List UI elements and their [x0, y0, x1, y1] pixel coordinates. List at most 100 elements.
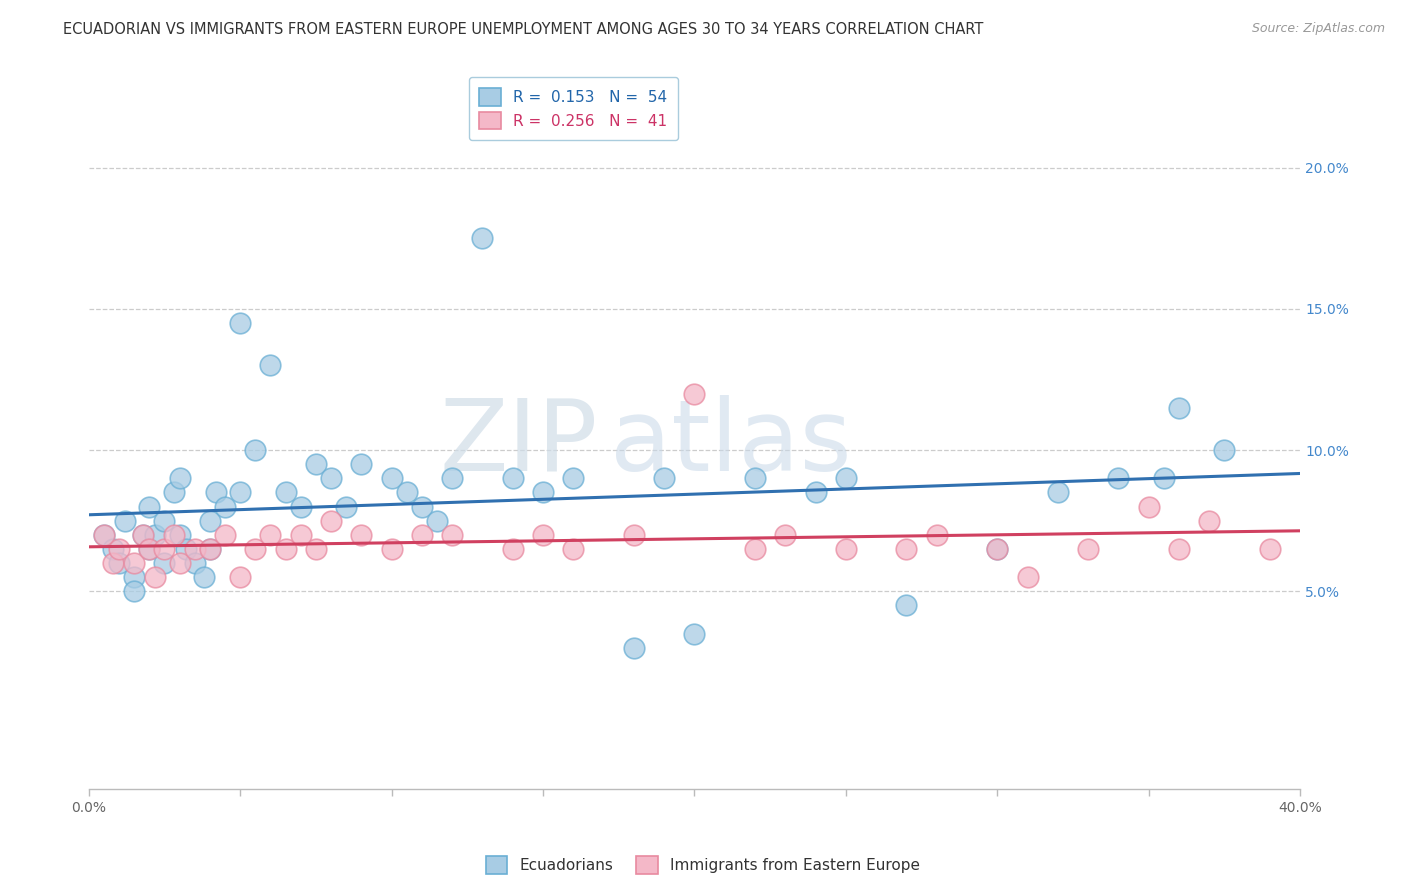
Point: [426, 514, 449, 528]
Point: [162, 527, 184, 541]
Point: [744, 541, 766, 556]
Point: [114, 514, 136, 528]
Point: [502, 471, 524, 485]
Point: [835, 471, 858, 485]
Point: [1153, 471, 1175, 485]
Point: [305, 457, 328, 471]
Legend: R =  0.153   N =  54, R =  0.256   N =  41: R = 0.153 N = 54, R = 0.256 N = 41: [468, 78, 678, 140]
Point: [169, 556, 191, 570]
Point: [835, 541, 858, 556]
Point: [93, 527, 115, 541]
Text: ECUADORIAN VS IMMIGRANTS FROM EASTERN EUROPE UNEMPLOYMENT AMONG AGES 30 TO 34 YE: ECUADORIAN VS IMMIGRANTS FROM EASTERN EU…: [63, 22, 984, 37]
Point: [1198, 514, 1220, 528]
Point: [411, 527, 433, 541]
Point: [153, 514, 176, 528]
Point: [132, 527, 155, 541]
Point: [274, 541, 297, 556]
Point: [652, 471, 675, 485]
Point: [138, 541, 160, 556]
Point: [411, 500, 433, 514]
Point: [381, 541, 404, 556]
Legend: Ecuadorians, Immigrants from Eastern Europe: Ecuadorians, Immigrants from Eastern Eur…: [479, 850, 927, 880]
Point: [319, 471, 342, 485]
Point: [245, 541, 267, 556]
Point: [562, 471, 585, 485]
Text: Source: ZipAtlas.com: Source: ZipAtlas.com: [1251, 22, 1385, 36]
Point: [395, 485, 418, 500]
Point: [229, 316, 252, 330]
Point: [205, 485, 228, 500]
Point: [350, 457, 373, 471]
Point: [184, 556, 207, 570]
Text: ZIP: ZIP: [439, 394, 598, 491]
Point: [896, 541, 918, 556]
Point: [93, 527, 115, 541]
Point: [683, 626, 706, 640]
Point: [169, 471, 191, 485]
Point: [1017, 570, 1039, 584]
Point: [198, 541, 221, 556]
Point: [229, 485, 252, 500]
Point: [925, 527, 948, 541]
Point: [153, 556, 176, 570]
Point: [169, 527, 191, 541]
Point: [122, 556, 145, 570]
Point: [259, 527, 281, 541]
Point: [274, 485, 297, 500]
Point: [623, 527, 645, 541]
Point: [350, 527, 373, 541]
Point: [153, 541, 176, 556]
Point: [193, 570, 215, 584]
Point: [198, 541, 221, 556]
Point: [184, 541, 207, 556]
Point: [1168, 401, 1191, 415]
Point: [896, 599, 918, 613]
Point: [145, 570, 167, 584]
Point: [101, 541, 124, 556]
Point: [229, 570, 252, 584]
Point: [214, 500, 236, 514]
Point: [471, 231, 494, 245]
Point: [1213, 443, 1236, 458]
Point: [441, 527, 464, 541]
Point: [1077, 541, 1099, 556]
Point: [623, 640, 645, 655]
Point: [290, 500, 312, 514]
Point: [1107, 471, 1129, 485]
Point: [1258, 541, 1281, 556]
Point: [174, 541, 197, 556]
Point: [986, 541, 1008, 556]
Point: [562, 541, 585, 556]
Point: [145, 527, 167, 541]
Point: [744, 471, 766, 485]
Point: [381, 471, 404, 485]
Point: [122, 584, 145, 599]
Point: [198, 514, 221, 528]
Point: [122, 570, 145, 584]
Point: [162, 485, 184, 500]
Point: [108, 541, 131, 556]
Point: [214, 527, 236, 541]
Point: [245, 443, 267, 458]
Point: [441, 471, 464, 485]
Point: [531, 527, 554, 541]
Point: [531, 485, 554, 500]
Point: [1137, 500, 1160, 514]
Point: [804, 485, 827, 500]
Point: [502, 541, 524, 556]
Point: [259, 359, 281, 373]
Point: [290, 527, 312, 541]
Point: [683, 386, 706, 401]
Point: [1046, 485, 1069, 500]
Point: [138, 500, 160, 514]
Point: [101, 556, 124, 570]
Point: [305, 541, 328, 556]
Point: [138, 541, 160, 556]
Point: [775, 527, 797, 541]
Point: [108, 556, 131, 570]
Point: [986, 541, 1008, 556]
Point: [335, 500, 357, 514]
Point: [132, 527, 155, 541]
Point: [1168, 541, 1191, 556]
Point: [319, 514, 342, 528]
